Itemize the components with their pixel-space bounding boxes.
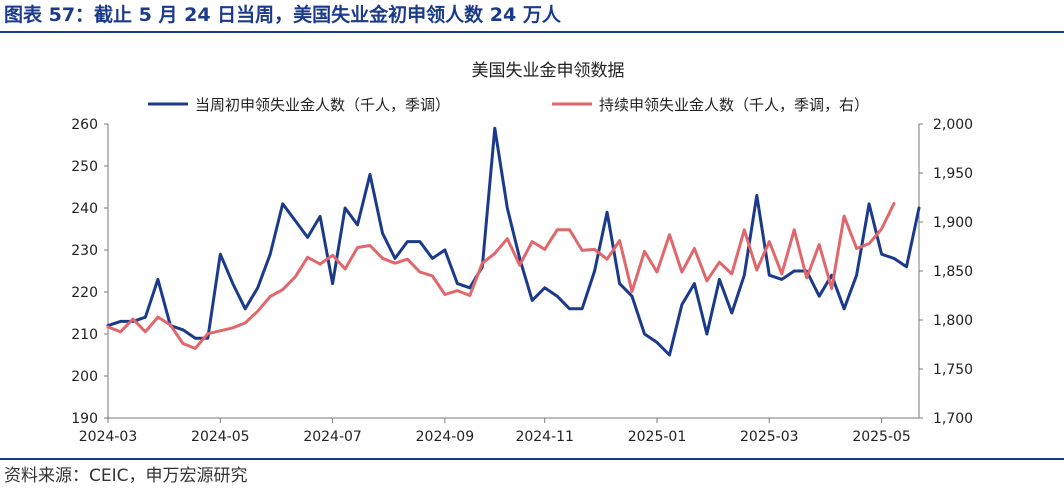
x-axis: 2024-03 2024-05 2024-07 2024-09 2024-11 2025-… (79, 417, 919, 445)
x-tick-label: 2024-07 (303, 429, 362, 445)
right-axis: 1,700 1,750 1,800 1,850 1,900 1,950 2,000 (918, 117, 973, 427)
left-tick-label: 240 (71, 201, 98, 217)
x-tick-label: 2024-11 (515, 429, 574, 445)
left-tick-label: 230 (71, 243, 98, 259)
legend-initial-label: 当周初申领失业金人数（千人，季调） (195, 96, 450, 114)
left-tick-label: 200 (71, 369, 98, 385)
left-tick-label: 260 (71, 117, 98, 133)
left-tick-label: 190 (71, 411, 98, 427)
unemployment-claims-chart: 美国失业金申领数据 当周初申领失业金人数（千人，季调） 持续申领失业金人数（千人… (71, 61, 973, 445)
left-axis: 190 200 210 220 230 240 250 260 (71, 117, 109, 427)
series-line-continuing-claims (106, 201, 896, 350)
right-tick-label: 1,800 (933, 313, 973, 329)
right-tick-label: 1,700 (933, 411, 973, 427)
x-tick-label: 2025-05 (852, 429, 911, 445)
x-tick-label: 2024-09 (416, 429, 475, 445)
left-tick-label: 220 (71, 285, 98, 301)
x-tick-label: 2025-01 (628, 429, 687, 445)
right-tick-label: 1,950 (933, 166, 973, 182)
title-divider (0, 31, 1064, 33)
legend: 当周初申领失业金人数（千人，季调） 持续申领失业金人数（千人，季调，右） (148, 96, 869, 114)
figure-title: 图表 57：截止 5 月 24 日当周，美国失业金初申领人数 24 万人 (4, 4, 561, 26)
x-tick-label: 2024-05 (191, 429, 250, 445)
series-layer (106, 126, 921, 357)
source-note: 资料来源：CEIC，申万宏源研究 (4, 466, 248, 486)
chart-title: 美国失业金申领数据 (472, 61, 625, 81)
series-line-initial-claims (106, 126, 921, 357)
left-tick-label: 210 (71, 327, 98, 343)
x-tick-label: 2025-03 (740, 429, 799, 445)
legend-continuing-label: 持续申领失业金人数（千人，季调，右） (599, 96, 869, 114)
source-divider (0, 458, 1064, 460)
x-tick-label: 2024-03 (79, 429, 138, 445)
right-tick-label: 2,000 (933, 117, 973, 133)
right-tick-label: 1,850 (933, 264, 973, 280)
left-tick-label: 250 (71, 159, 98, 175)
right-tick-label: 1,750 (933, 362, 973, 378)
right-tick-label: 1,900 (933, 215, 973, 231)
